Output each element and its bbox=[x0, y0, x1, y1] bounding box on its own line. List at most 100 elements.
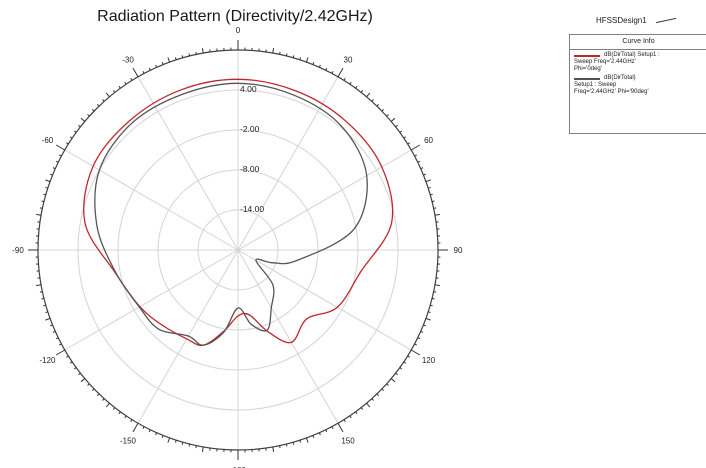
radial-tick-label: -14.00 bbox=[240, 204, 264, 214]
angle-tick-mark bbox=[201, 48, 204, 54]
angle-tick-label: -120 bbox=[39, 356, 56, 365]
angle-tick-mark bbox=[386, 114, 389, 117]
angle-tick-label: 120 bbox=[422, 356, 436, 365]
angle-tick-mark bbox=[403, 136, 407, 139]
angle-tick-mark bbox=[66, 355, 69, 358]
angle-tick-mark bbox=[430, 304, 433, 307]
angle-tick-mark bbox=[371, 99, 374, 102]
angle-tick-mark bbox=[272, 446, 275, 452]
design-name: HFSSDesign1 bbox=[596, 16, 647, 25]
chart-title: Radiation Pattern (Directivity/2.42GHz) bbox=[97, 8, 373, 25]
angle-tick-mark bbox=[174, 440, 177, 443]
angle-tick-mark bbox=[279, 445, 281, 449]
angle-tick-mark bbox=[376, 103, 380, 107]
angle-tick-mark bbox=[420, 330, 424, 333]
angle-tick-mark bbox=[337, 422, 344, 433]
angle-tick-mark bbox=[414, 343, 418, 346]
angle-tick-mark bbox=[45, 179, 51, 183]
angle-tick-label: -90 bbox=[12, 246, 24, 255]
angle-tick-mark bbox=[188, 443, 191, 447]
angle-tick-mark bbox=[58, 154, 62, 157]
grid-spoke bbox=[237, 249, 412, 351]
angle-tick-mark bbox=[360, 407, 364, 410]
legend-text: dB(DirTotal) bbox=[604, 75, 636, 81]
angle-tick-mark bbox=[39, 207, 43, 209]
grid-spoke bbox=[237, 149, 412, 251]
angle-tick-mark bbox=[66, 142, 69, 145]
angle-tick-mark bbox=[105, 92, 110, 98]
angle-tick-mark bbox=[299, 440, 302, 443]
angle-tick-mark bbox=[349, 415, 352, 419]
angle-tick-mark bbox=[87, 383, 90, 386]
angle-tick-mark bbox=[343, 419, 346, 422]
radial-tick-label: -2.00 bbox=[240, 124, 260, 134]
angle-tick-mark bbox=[55, 337, 59, 340]
angle-tick-mark bbox=[318, 64, 321, 68]
angle-tick-mark bbox=[195, 51, 197, 55]
angle-tick-mark bbox=[381, 108, 385, 112]
angle-tick-mark bbox=[428, 311, 431, 314]
angle-tick-mark bbox=[155, 64, 158, 68]
grid-spoke bbox=[137, 76, 239, 251]
angle-tick-mark bbox=[167, 437, 171, 443]
angle-tick-mark bbox=[45, 311, 48, 314]
angle-tick-mark bbox=[272, 48, 275, 54]
angle-tick-mark bbox=[73, 130, 77, 133]
angle-tick-mark bbox=[390, 117, 396, 122]
angle-tick-mark bbox=[52, 330, 56, 333]
angle-tick-mark bbox=[355, 85, 358, 89]
legend-box: Curve Info dB(DirTotal) Setup1 : Sweep Fr… bbox=[569, 34, 706, 134]
angle-tick-mark bbox=[425, 317, 431, 321]
legend-entry: dB(DirTotal) Setup1 : Sweep Freq='2.44GHz'… bbox=[570, 73, 706, 96]
legend-row: Phi='0deg' bbox=[574, 66, 704, 73]
legend-header: Curve Info bbox=[570, 35, 706, 50]
angle-tick-mark bbox=[87, 114, 90, 117]
angle-tick-label: -180 bbox=[230, 466, 247, 468]
angle-tick-mark bbox=[155, 432, 158, 436]
polar-series bbox=[83, 78, 394, 347]
legend-first-row: dB(DirTotal) Setup1 : bbox=[574, 52, 704, 59]
angle-tick-mark bbox=[434, 213, 440, 216]
angle-tick-mark bbox=[148, 429, 151, 433]
angle-tick-mark bbox=[91, 108, 95, 112]
angle-tick-mark bbox=[36, 284, 42, 287]
angle-tick-mark bbox=[433, 291, 437, 293]
legend-entries: dB(DirTotal) Setup1 : Sweep Freq='2.44GHz… bbox=[570, 50, 706, 96]
polar-tick-marks bbox=[28, 40, 448, 460]
legend-first-row: dB(DirTotal) bbox=[574, 75, 704, 82]
angle-tick-mark bbox=[45, 186, 48, 189]
series-line-2 bbox=[94, 82, 368, 346]
angle-tick-mark bbox=[43, 193, 46, 196]
angle-tick-mark bbox=[386, 383, 389, 386]
angle-tick-mark bbox=[417, 337, 421, 340]
angle-tick-mark bbox=[376, 393, 380, 397]
angle-tick-mark bbox=[279, 51, 281, 55]
angle-tick-mark bbox=[55, 160, 59, 163]
angle-tick-mark bbox=[395, 372, 398, 376]
angle-tick-mark bbox=[366, 92, 371, 98]
angle-tick-mark bbox=[201, 446, 204, 452]
angle-tick-mark bbox=[331, 426, 334, 430]
angle-tick-mark bbox=[105, 402, 110, 408]
angle-tick-mark bbox=[360, 90, 364, 93]
angle-tick-mark bbox=[118, 85, 121, 89]
grid-spoke bbox=[137, 249, 239, 424]
angle-tick-mark bbox=[36, 213, 42, 216]
legend-swatch bbox=[574, 54, 600, 57]
angle-tick-mark bbox=[299, 57, 302, 60]
angle-tick-mark bbox=[399, 130, 403, 133]
angle-tick-mark bbox=[50, 324, 53, 327]
angle-tick-mark bbox=[395, 124, 398, 128]
polar-labels: 0 30 60 90 120 150 -180 -150 -120 -90 -60 -30 4.00 -2… bbox=[12, 26, 463, 468]
angle-tick-mark bbox=[420, 167, 424, 170]
angle-tick-mark bbox=[55, 144, 66, 151]
grid-spoke bbox=[64, 249, 239, 351]
angle-tick-mark bbox=[399, 367, 403, 370]
angle-tick-mark bbox=[195, 445, 197, 449]
legend-row: Freq='2.44GHz' Phi='90deg' bbox=[574, 89, 704, 96]
angle-tick-mark bbox=[371, 398, 374, 401]
angle-tick-mark bbox=[331, 70, 334, 74]
angle-tick-mark bbox=[312, 435, 315, 438]
angle-tick-mark bbox=[407, 355, 410, 358]
